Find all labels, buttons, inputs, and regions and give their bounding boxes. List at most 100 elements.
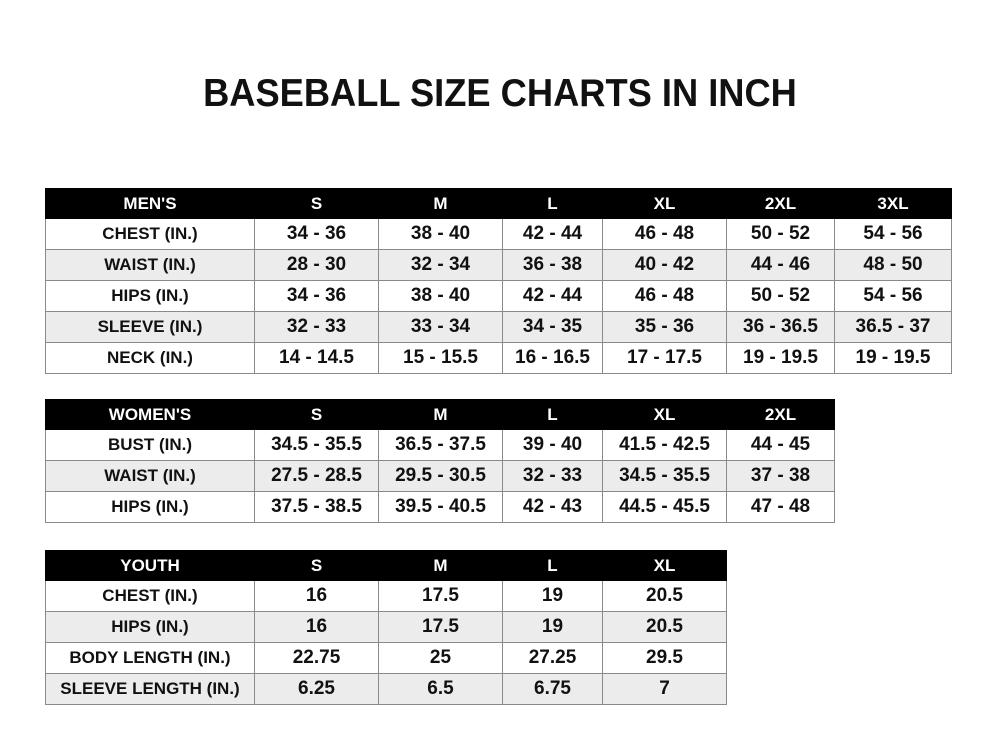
measurement-value: 32 - 33	[502, 460, 603, 492]
measurement-value: 27.25	[502, 642, 603, 674]
measurement-value: 7	[602, 673, 727, 705]
measurement-value: 34 - 36	[254, 218, 379, 250]
measurement-value: 47 - 48	[726, 491, 835, 523]
table-row: HIPS (IN.) 37.5 - 38.5 39.5 - 40.5 42 - 43 4…	[45, 491, 835, 523]
measurement-value: 17.5	[378, 611, 503, 643]
measurement-value: 25	[378, 642, 503, 674]
measurement-value: 54 - 56	[834, 218, 952, 250]
measurement-value: 17.5	[378, 580, 503, 612]
size-column-header: L	[502, 399, 603, 430]
measurement-value: 37.5 - 38.5	[254, 491, 379, 523]
table-category-header: MEN'S	[45, 188, 255, 219]
measurement-label: WAIST (IN.)	[45, 460, 255, 492]
measurement-label: CHEST (IN.)	[45, 218, 255, 250]
measurement-value: 46 - 48	[602, 218, 727, 250]
measurement-value: 42 - 44	[502, 280, 603, 312]
measurement-label: BODY LENGTH (IN.)	[45, 642, 255, 674]
size-column-header: XL	[602, 188, 727, 219]
size-column-header: L	[502, 188, 603, 219]
measurement-value: 6.5	[378, 673, 503, 705]
measurement-value: 22.75	[254, 642, 379, 674]
measurement-label: BUST (IN.)	[45, 429, 255, 461]
table-row: WAIST (IN.) 27.5 - 28.5 29.5 - 30.5 32 - 33…	[45, 460, 835, 492]
table-row: HIPS (IN.) 34 - 36 38 - 40 42 - 44 46 - 48 50…	[45, 280, 952, 312]
measurement-value: 36 - 38	[502, 249, 603, 281]
measurement-value: 29.5	[602, 642, 727, 674]
table-row: CHEST (IN.) 34 - 36 38 - 40 42 - 44 46 - 48 5…	[45, 218, 952, 250]
measurement-value: 33 - 34	[378, 311, 503, 343]
table-header-row: WOMEN'S S M L XL 2XL	[45, 399, 835, 430]
size-column-header: M	[378, 399, 503, 430]
measurement-value: 41.5 - 42.5	[602, 429, 727, 461]
measurement-value: 16	[254, 580, 379, 612]
measurement-label: HIPS (IN.)	[45, 280, 255, 312]
measurement-value: 32 - 33	[254, 311, 379, 343]
measurement-value: 27.5 - 28.5	[254, 460, 379, 492]
measurement-value: 34 - 35	[502, 311, 603, 343]
size-column-header: S	[254, 399, 379, 430]
measurement-value: 19 - 19.5	[726, 342, 835, 374]
measurement-value: 39 - 40	[502, 429, 603, 461]
measurement-value: 38 - 40	[378, 280, 503, 312]
measurement-value: 20.5	[602, 611, 727, 643]
mens-size-table: MEN'S S M L XL 2XL 3XL CHEST (IN.) 34 - 36 38 - 4…	[45, 188, 952, 374]
measurement-value: 42 - 43	[502, 491, 603, 523]
measurement-value: 36.5 - 37	[834, 311, 952, 343]
table-header-row: YOUTH S M L XL	[45, 550, 727, 581]
measurement-value: 38 - 40	[378, 218, 503, 250]
measurement-value: 15 - 15.5	[378, 342, 503, 374]
measurement-value: 6.25	[254, 673, 379, 705]
table-category-header: YOUTH	[45, 550, 255, 581]
measurement-value: 20.5	[602, 580, 727, 612]
measurement-value: 48 - 50	[834, 249, 952, 281]
measurement-label: NECK (IN.)	[45, 342, 255, 374]
measurement-value: 14 - 14.5	[254, 342, 379, 374]
measurement-value: 42 - 44	[502, 218, 603, 250]
measurement-label: SLEEVE LENGTH (IN.)	[45, 673, 255, 705]
measurement-label: SLEEVE (IN.)	[45, 311, 255, 343]
measurement-value: 28 - 30	[254, 249, 379, 281]
table-row: SLEEVE LENGTH (IN.) 6.25 6.5 6.75 7	[45, 673, 727, 705]
size-column-header: XL	[602, 550, 727, 581]
measurement-value: 17 - 17.5	[602, 342, 727, 374]
table-row: NECK (IN.) 14 - 14.5 15 - 15.5 16 - 16.5 17 …	[45, 342, 952, 374]
measurement-label: WAIST (IN.)	[45, 249, 255, 281]
measurement-value: 29.5 - 30.5	[378, 460, 503, 492]
womens-size-table: WOMEN'S S M L XL 2XL BUST (IN.) 34.5 - 35.5 36.5…	[45, 399, 835, 523]
measurement-value: 46 - 48	[602, 280, 727, 312]
measurement-value: 16 - 16.5	[502, 342, 603, 374]
measurement-value: 35 - 36	[602, 311, 727, 343]
measurement-value: 44 - 46	[726, 249, 835, 281]
measurement-value: 44.5 - 45.5	[602, 491, 727, 523]
measurement-label: CHEST (IN.)	[45, 580, 255, 612]
size-column-header: S	[254, 188, 379, 219]
measurement-value: 16	[254, 611, 379, 643]
measurement-label: HIPS (IN.)	[45, 491, 255, 523]
table-row: SLEEVE (IN.) 32 - 33 33 - 34 34 - 35 35 - 36…	[45, 311, 952, 343]
size-column-header: 2XL	[726, 188, 835, 219]
measurement-value: 37 - 38	[726, 460, 835, 492]
measurement-value: 40 - 42	[602, 249, 727, 281]
table-category-header: WOMEN'S	[45, 399, 255, 430]
page-title: BASEBALL SIZE CHARTS IN INCH	[203, 72, 797, 115]
measurement-value: 34.5 - 35.5	[254, 429, 379, 461]
measurement-value: 50 - 52	[726, 218, 835, 250]
size-column-header: 3XL	[834, 188, 952, 219]
measurement-value: 34.5 - 35.5	[602, 460, 727, 492]
measurement-value: 36 - 36.5	[726, 311, 835, 343]
size-column-header: M	[378, 188, 503, 219]
table-row: BODY LENGTH (IN.) 22.75 25 27.25 29.5	[45, 642, 727, 674]
measurement-value: 54 - 56	[834, 280, 952, 312]
youth-size-table: YOUTH S M L XL CHEST (IN.) 16 17.5 19 20.5 HIPS (I…	[45, 550, 727, 705]
size-column-header: 2XL	[726, 399, 835, 430]
measurement-value: 36.5 - 37.5	[378, 429, 503, 461]
table-row: BUST (IN.) 34.5 - 35.5 36.5 - 37.5 39 - 40 4…	[45, 429, 835, 461]
measurement-value: 50 - 52	[726, 280, 835, 312]
size-column-header: S	[254, 550, 379, 581]
measurement-value: 6.75	[502, 673, 603, 705]
measurement-value: 34 - 36	[254, 280, 379, 312]
measurement-value: 19	[502, 580, 603, 612]
size-column-header: XL	[602, 399, 727, 430]
table-row: WAIST (IN.) 28 - 30 32 - 34 36 - 38 40 - 42 4…	[45, 249, 952, 281]
measurement-label: HIPS (IN.)	[45, 611, 255, 643]
